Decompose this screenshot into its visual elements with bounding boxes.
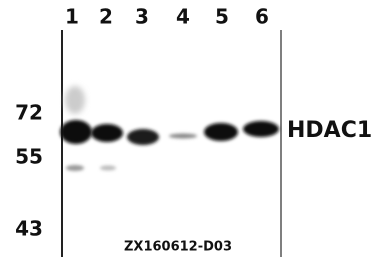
band [169, 134, 197, 139]
minor-band [100, 166, 116, 171]
mw-marker: 55 [15, 145, 43, 169]
band [60, 120, 92, 144]
lane-label: 5 [215, 5, 229, 29]
protein-label: HDAC1 [287, 118, 372, 143]
blot-figure: 1 2 3 4 5 6 72 55 43 HDAC1 ZX160612-D03 [0, 0, 390, 257]
lane-label: 3 [135, 5, 149, 29]
lane-label: 1 [65, 5, 79, 29]
catalog-code: ZX160612-D03 [124, 240, 232, 255]
band [243, 121, 279, 137]
lane-label: 6 [255, 5, 269, 29]
band [91, 124, 123, 142]
lane-label: 2 [99, 5, 113, 29]
band [204, 123, 238, 141]
minor-band [66, 165, 84, 171]
band [127, 129, 159, 145]
mw-marker: 72 [15, 101, 43, 125]
lane-label: 4 [176, 5, 190, 29]
mw-marker: 43 [15, 217, 43, 241]
smear [65, 86, 85, 114]
